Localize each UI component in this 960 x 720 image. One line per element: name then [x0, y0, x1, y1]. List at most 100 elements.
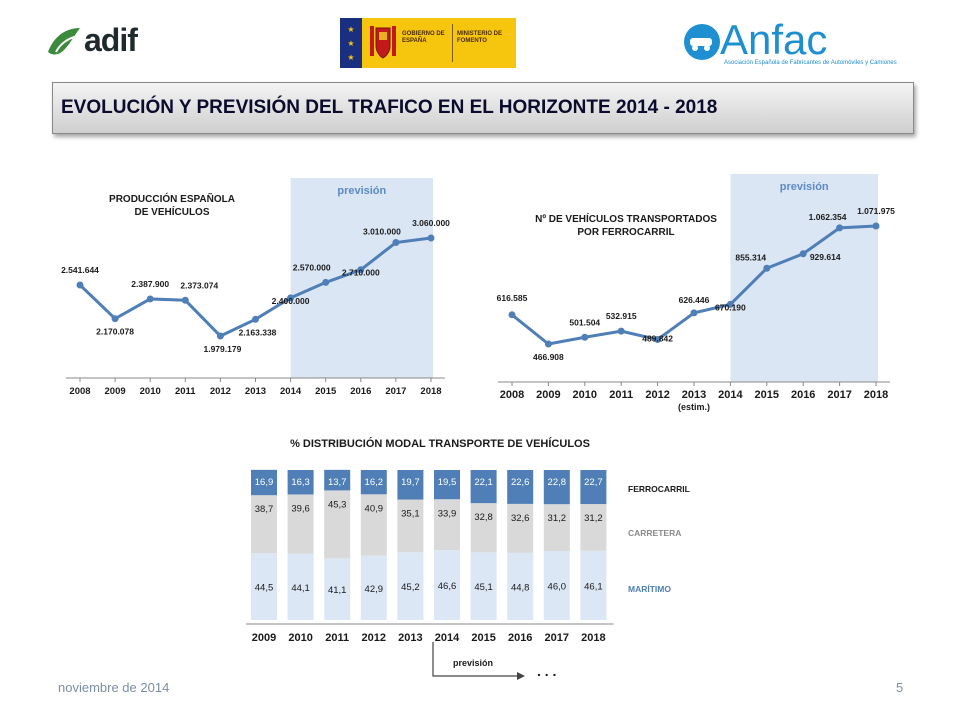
- data-label: 1.979.179: [203, 344, 241, 354]
- bar-segment: [287, 470, 314, 495]
- data-point: [181, 296, 189, 304]
- data-point: [287, 294, 295, 302]
- bar-value-label: 31,2: [584, 513, 603, 524]
- bar-value-label: 46,6: [438, 581, 457, 592]
- bar-value-label: 44,1: [291, 583, 310, 594]
- data-label: 3.060.000: [412, 218, 450, 228]
- bar-segment: [507, 503, 534, 553]
- data-label: 1.071.975: [857, 206, 895, 216]
- bar-value-label: 16,3: [291, 477, 310, 488]
- data-label: 616.585: [497, 293, 528, 303]
- legend-label: MARÍTIMO: [628, 584, 671, 594]
- x-tick-label: 2009: [252, 632, 276, 644]
- x-tick-sublabel: (estim.): [678, 402, 710, 412]
- bar-segment: [543, 470, 570, 505]
- bar-segment: [507, 552, 534, 620]
- data-point: [427, 234, 435, 242]
- bar-value-label: 40,9: [365, 503, 384, 514]
- x-tick-label: 2017: [385, 386, 406, 397]
- bar-value-label: 22,8: [548, 477, 567, 488]
- data-point: [872, 222, 880, 230]
- data-label: 501.504: [569, 317, 600, 327]
- x-tick-label: 2013: [682, 389, 706, 401]
- bar-segment: [543, 504, 570, 551]
- svg-text:★: ★: [347, 25, 354, 34]
- prevision-arrowhead: [517, 672, 525, 680]
- gobierno-logo: ★ ★ ★ GOBIERNO DE ESPAÑA MINISTERIO DE F…: [340, 18, 516, 68]
- prevision-shade: [290, 178, 433, 378]
- title-banner: EVOLUCIÓN Y PREVISIÓN DEL TRAFICO EN EL …: [52, 82, 914, 134]
- data-label: 2.373.074: [180, 280, 218, 290]
- bar-value-label: 22,7: [584, 477, 603, 488]
- data-point: [146, 295, 154, 303]
- legend-label: CARRETERA: [628, 528, 681, 538]
- bar-value-label: 19,5: [438, 477, 457, 488]
- ministerio-text: MINISTERIO DE FOMENTO: [457, 31, 503, 44]
- bar-segment: [470, 552, 497, 620]
- x-tick-label: 2018: [420, 386, 441, 397]
- bar-value-label: 33,9: [438, 508, 457, 519]
- data-point: [252, 315, 259, 323]
- x-tick-label: 2015: [471, 632, 495, 644]
- x-tick-label: 2014: [280, 386, 302, 397]
- data-label: 3.010.000: [363, 227, 401, 237]
- chart-title: Nº DE VEHÍCULOS TRANSPORTADOS: [535, 212, 717, 225]
- data-label: 929.614: [810, 252, 841, 262]
- bar-segment: [324, 490, 351, 559]
- x-tick-label: 2018: [864, 389, 888, 401]
- bar-value-label: 38,7: [255, 504, 274, 515]
- bar-value-label: 32,8: [474, 512, 493, 523]
- data-point: [357, 266, 365, 274]
- prevision-label: previsión: [453, 658, 493, 668]
- data-point: [654, 336, 662, 344]
- data-point: [544, 340, 552, 348]
- data-label: 532.915: [606, 311, 637, 321]
- x-tick-label: 2012: [210, 386, 231, 397]
- data-point: [322, 278, 330, 286]
- bar-value-label: 19,7: [401, 477, 420, 488]
- data-point: [76, 281, 84, 289]
- adif-leaf-icon: [48, 28, 80, 55]
- data-point: [763, 264, 771, 272]
- data-point: [508, 311, 516, 319]
- data-label: 855.314: [735, 252, 766, 262]
- x-tick-label: 2010: [140, 386, 161, 397]
- x-tick-label: 2008: [69, 386, 90, 397]
- bar-segment: [580, 550, 607, 620]
- chart-title: POR FERROCARRIL: [577, 227, 674, 238]
- bar-segment: [397, 499, 424, 553]
- page-title: EVOLUCIÓN Y PREVISIÓN DEL TRAFICO EN EL …: [61, 97, 718, 118]
- bar-segment: [434, 550, 460, 620]
- bar-value-label: 31,2: [548, 513, 567, 524]
- spain-coat-of-arms-icon: [370, 26, 396, 59]
- svg-text:★: ★: [347, 39, 354, 48]
- bar-value-label: 32,6: [511, 513, 530, 524]
- eu-flag: ★ ★ ★: [340, 18, 362, 68]
- anfac-car-icon: [684, 24, 720, 60]
- prevision-label: previsión: [337, 185, 386, 197]
- adif-logo: adif: [44, 22, 174, 68]
- bar-segment: [543, 551, 570, 620]
- x-tick-label: 2015: [755, 389, 779, 401]
- bar-segment: [580, 504, 607, 551]
- bar-segment: [324, 558, 351, 620]
- data-point: [581, 333, 589, 341]
- data-point: [617, 327, 625, 335]
- gobierno-text: GOBIERNO DE ESPAÑA: [402, 31, 445, 44]
- x-tick-label: 2013: [398, 632, 422, 644]
- x-tick-label: 2011: [325, 632, 349, 644]
- x-tick-label: 2014: [435, 632, 460, 644]
- data-point: [799, 250, 807, 258]
- x-tick-label: 2012: [645, 389, 669, 401]
- bar-segment: [507, 470, 534, 504]
- prevision-shade: [730, 174, 878, 382]
- bar-value-label: 45,1: [474, 582, 493, 593]
- chart-title: % DISTRIBUCIÓN MODAL TRANSPORTE DE VEHÍC…: [290, 437, 590, 450]
- x-tick-label: 2008: [500, 389, 524, 401]
- bar-segment: [251, 495, 277, 554]
- data-point: [392, 239, 400, 247]
- bar-value-label: 44,5: [255, 583, 274, 594]
- bar-segment: [360, 470, 387, 495]
- bar-segment: [470, 470, 497, 504]
